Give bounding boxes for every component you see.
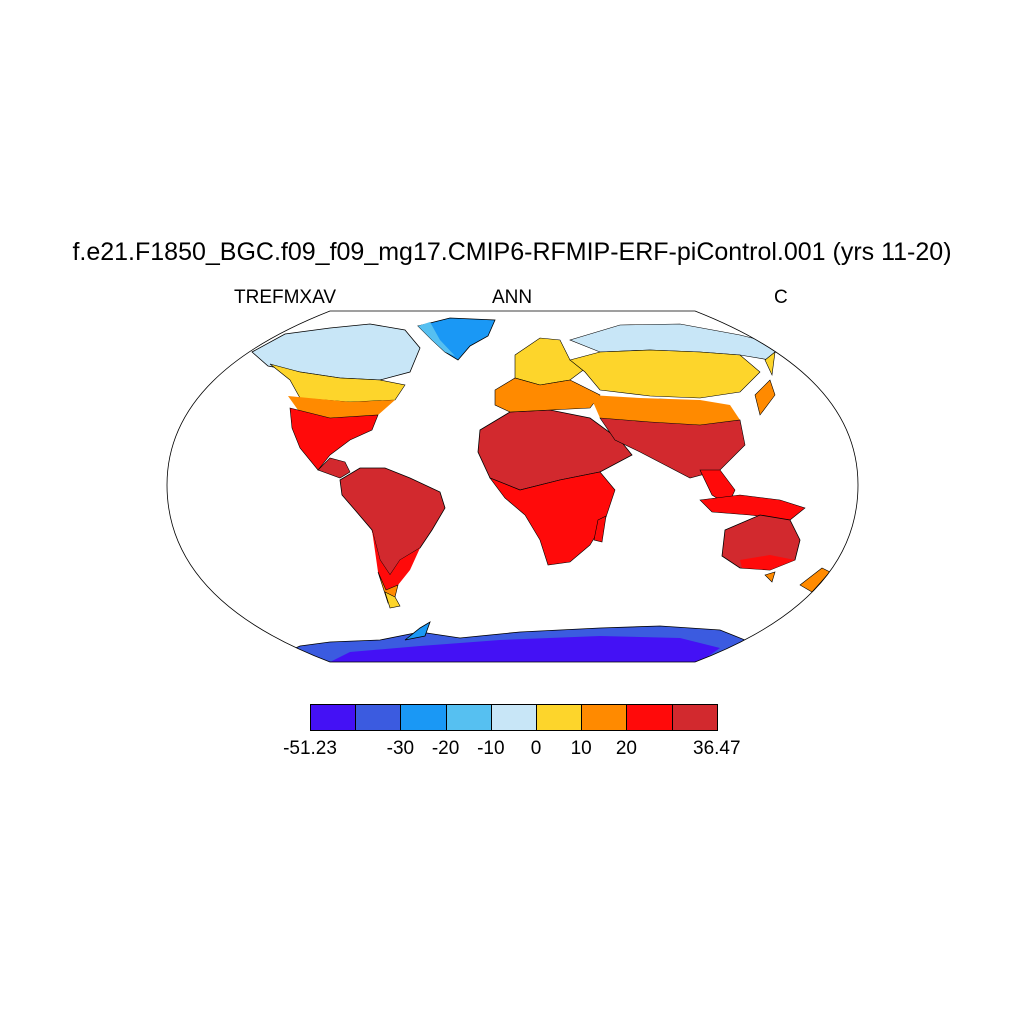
colorbar-label: -30 — [386, 738, 415, 759]
antarctica-interior — [330, 636, 720, 662]
north-america-cold — [251, 323, 421, 381]
colorbar-label: 36.47 — [693, 738, 741, 759]
colorbar-label: -20 — [431, 738, 460, 759]
colorbar-label: 0 — [530, 738, 542, 759]
indonesia — [699, 494, 806, 521]
colorbar-box — [626, 704, 673, 731]
colorbar-label: 10 — [570, 738, 592, 759]
asia-mid — [590, 395, 740, 425]
colorbar-label: -10 — [477, 738, 505, 759]
colorbar-box — [671, 704, 718, 731]
tasmania — [764, 571, 776, 583]
madagascar — [593, 515, 607, 543]
colorbar-box — [400, 704, 447, 731]
colorbar-box — [445, 704, 492, 731]
colorbar-box — [310, 704, 357, 731]
south-america-warm — [372, 530, 420, 590]
new-zealand — [799, 567, 831, 593]
colorbar-label: 20 — [615, 738, 637, 759]
africa-warm — [489, 471, 616, 566]
colorbar-box — [355, 704, 402, 731]
colorbar-box — [581, 704, 628, 731]
australia-warm — [740, 555, 795, 570]
colorbar-box — [490, 704, 537, 731]
greenland-coast — [418, 322, 455, 356]
north-america-cool — [269, 363, 406, 403]
south-america-tip — [384, 591, 401, 609]
south-america-hot — [339, 467, 446, 576]
central-america — [317, 457, 351, 479]
antarctic-peninsula — [404, 621, 431, 641]
kamchatka — [764, 351, 776, 377]
south-america-mild — [377, 571, 399, 604]
variable-label: TREFMXAV — [234, 287, 337, 308]
japan — [754, 379, 776, 416]
asia-north — [569, 349, 761, 399]
north-america-mid — [288, 396, 395, 418]
north-america-south — [289, 407, 379, 471]
colorbar-box — [536, 704, 583, 731]
plot-title: f.e21.F1850_BGC.f09_f09_mg17.CMIP6-RFMIP… — [72, 238, 952, 266]
colorbar-label: -51.23 — [283, 738, 337, 759]
map-boundary — [166, 310, 859, 663]
units-label: C — [774, 287, 788, 308]
season-label: ANN — [491, 287, 533, 308]
